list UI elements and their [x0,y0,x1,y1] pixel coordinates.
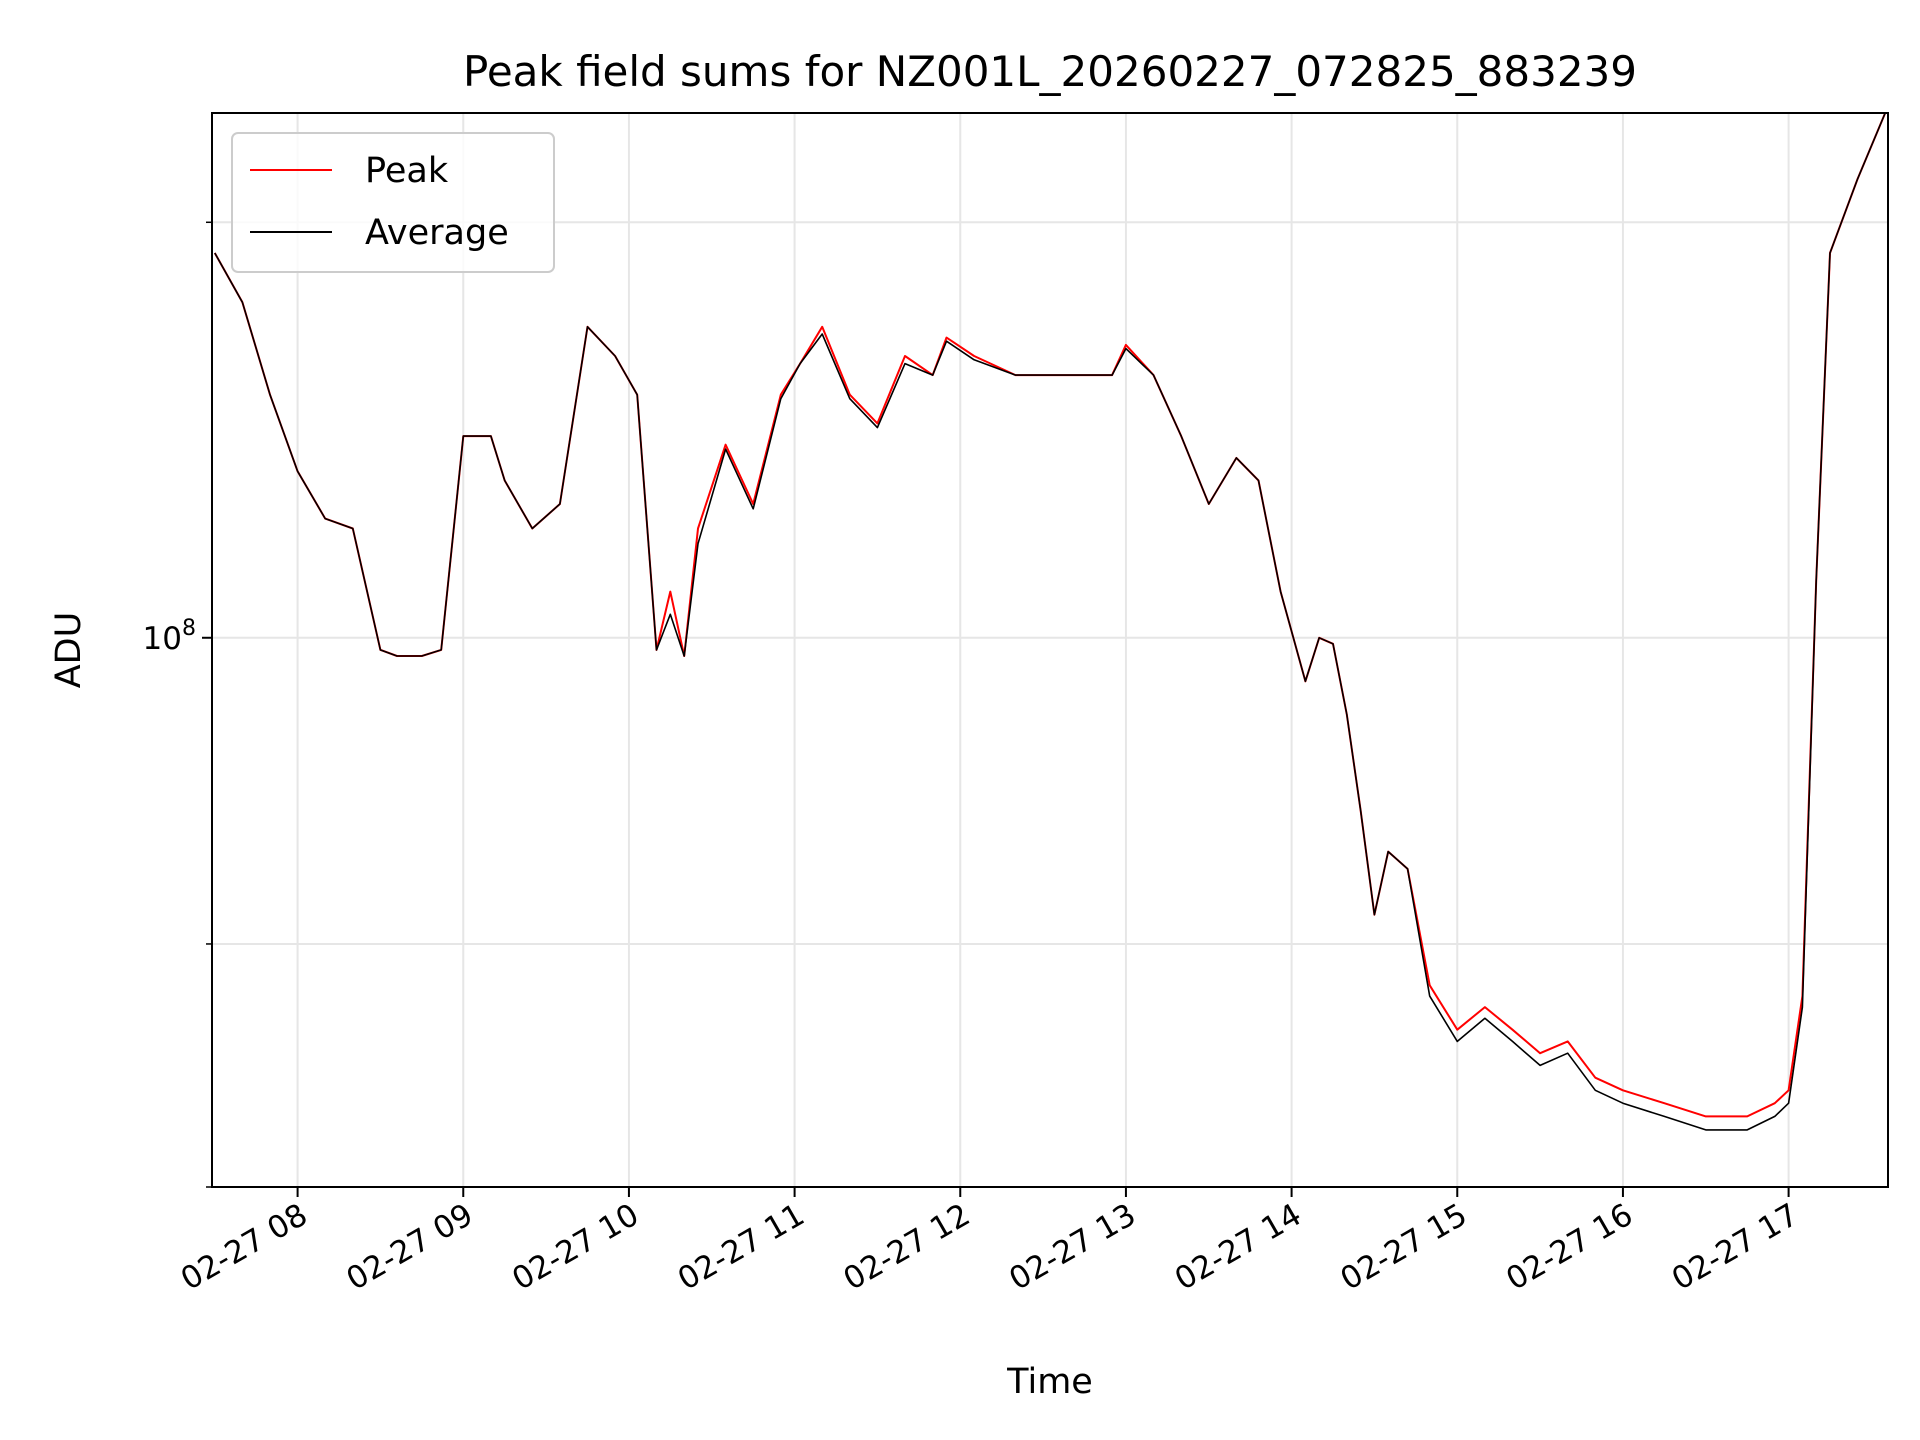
legend-label-average: Average [365,213,509,253]
plot-frame [211,112,1889,1188]
y-axis-label: ADU [49,612,89,689]
legend: Peak Average [231,132,555,273]
legend-box [231,132,555,273]
series-line-average [214,113,1886,1131]
chart-title: Peak field sums for NZ001L_20260227_0728… [463,47,1637,96]
y-tick-label: 108 [143,616,196,657]
grid [212,113,1888,1188]
series-layer [213,113,1887,1131]
legend-label-peak: Peak [365,151,449,191]
x-axis-label: Time [1006,1362,1093,1402]
